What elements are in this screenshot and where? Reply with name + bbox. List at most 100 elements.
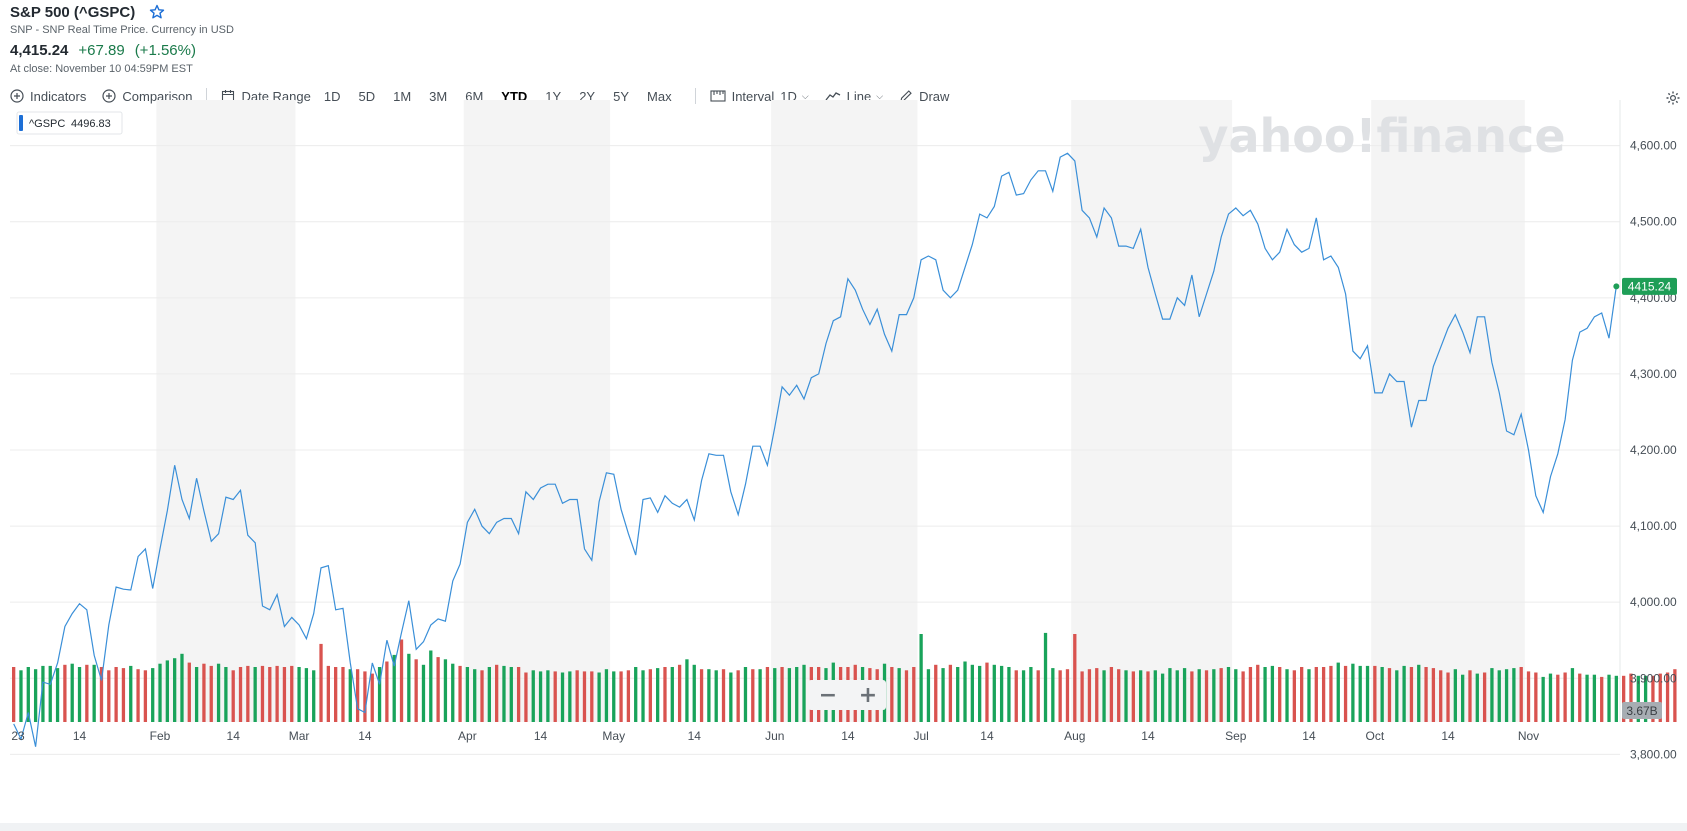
volume-bar	[1622, 675, 1626, 722]
volume-bar	[355, 669, 360, 722]
range-tab-5d[interactable]: 5D	[358, 88, 376, 104]
volume-bar	[107, 670, 111, 722]
chart-type-button[interactable]: Line ⌵	[825, 85, 883, 107]
volume-bar	[751, 669, 755, 722]
gear-icon[interactable]	[1665, 90, 1681, 106]
quote-header: S&P 500 (^GSPC) SNP - SNP Real Time Pric…	[10, 0, 710, 76]
volume-bar	[604, 669, 609, 722]
volume-bar	[209, 665, 213, 722]
volume-bar	[707, 669, 711, 722]
zoom-out-button[interactable]: −	[819, 683, 837, 708]
volume-bar	[451, 663, 455, 722]
volume-bar	[231, 670, 235, 722]
volume-bar	[1556, 674, 1560, 722]
volume-bar	[1365, 665, 1370, 722]
comparison-label: Comparison	[122, 88, 193, 104]
volume-bar	[341, 667, 345, 722]
volume-bar	[1307, 669, 1311, 722]
volume-bar	[743, 667, 748, 722]
range-tab-5y[interactable]: 5Y	[613, 88, 630, 104]
volume-bar	[99, 667, 104, 722]
plus-circle-icon	[10, 89, 24, 103]
volume-bar	[1036, 670, 1040, 722]
draw-label: Draw	[919, 88, 950, 104]
price-chart[interactable]: yahoo!finance 23 14 Feb 14 Mar 14 Apr 14 May 14 Ju…	[0, 100, 1687, 800]
volume-bar	[1087, 669, 1092, 722]
volume-bar	[370, 673, 374, 722]
chevron-down-icon: ⌵	[801, 90, 809, 101]
volume-bar	[487, 667, 491, 722]
volume-bar	[1373, 665, 1377, 722]
volume-bar	[1424, 667, 1428, 722]
volume-bar	[136, 669, 140, 722]
volume-bar	[729, 672, 733, 722]
star-icon[interactable]	[149, 4, 165, 20]
range-tab-max[interactable]: Max	[647, 88, 672, 104]
range-tab-1d[interactable]: 1D	[323, 88, 341, 104]
legend-badge: ^GSPC 4496.83	[16, 111, 123, 135]
volume-bar	[1292, 670, 1296, 722]
volume-bar	[1636, 675, 1640, 722]
volume-bar	[978, 665, 982, 722]
range-tab-1y[interactable]: 1Y	[545, 88, 562, 104]
comparison-button[interactable]: Comparison	[102, 85, 192, 107]
volume-bar	[363, 671, 367, 722]
volume-bar	[1073, 634, 1077, 722]
range-tab-1m[interactable]: 1M	[393, 88, 412, 104]
volume-bar	[795, 667, 799, 722]
chevron-down-icon: ⌵	[876, 90, 884, 101]
indicators-button[interactable]: Indicators	[10, 85, 86, 107]
volume-bar	[1190, 671, 1194, 722]
price-change: +67.89	[78, 42, 125, 59]
month-band	[1371, 100, 1525, 722]
volume-bar	[1548, 673, 1553, 722]
volume-bar	[1065, 669, 1070, 722]
volume-bar	[897, 668, 901, 722]
volume-bar	[253, 667, 257, 722]
volume-bar	[238, 667, 243, 722]
volume-bar	[736, 670, 740, 722]
range-tab-2y[interactable]: 2Y	[579, 88, 596, 104]
volume-bar	[158, 663, 162, 722]
volume-bar	[33, 669, 38, 722]
date-range-button[interactable]: Date Range	[221, 85, 311, 107]
legend-symbol: ^GSPC	[29, 118, 65, 130]
volume-bar	[1102, 670, 1106, 722]
volume-bar	[1387, 668, 1392, 722]
y-tick-label: 4,200.00	[1630, 443, 1677, 457]
volume-bar	[1007, 667, 1011, 722]
range-tab-6m[interactable]: 6M	[465, 88, 484, 104]
volume-bar	[290, 665, 294, 722]
range-tab-3m[interactable]: 3M	[429, 88, 448, 104]
volume-bar	[1592, 674, 1597, 722]
volume-bar	[1139, 670, 1143, 722]
volume-bar	[1446, 672, 1450, 722]
volume-bar	[963, 661, 967, 722]
date-range-label: Date Range	[241, 88, 311, 104]
volume-bar	[1219, 668, 1223, 722]
volume-bar	[1051, 668, 1055, 722]
x-tick-label: Aug	[1064, 729, 1085, 743]
volume-bar	[677, 664, 682, 722]
current-price: 4,415.24	[10, 42, 69, 59]
month-band	[463, 100, 611, 722]
volume-bar	[312, 670, 316, 722]
y-tick-label: 4,600.00	[1630, 139, 1677, 153]
volume-bar	[414, 659, 418, 722]
volume-bar	[670, 667, 674, 722]
volume-bar	[1058, 670, 1062, 722]
volume-bar	[114, 667, 118, 722]
interval-button[interactable]: Interval 1D ⌵	[710, 85, 809, 107]
volume-bar	[465, 667, 470, 722]
x-tick-label: Jun	[765, 729, 784, 743]
volume-bar	[1351, 663, 1355, 722]
volume-bar	[421, 664, 426, 722]
volume-bar	[1475, 673, 1479, 722]
zoom-in-button[interactable]: +	[859, 683, 877, 708]
volume-bar	[626, 670, 631, 722]
volume-bar	[699, 669, 704, 722]
volume-bar	[1160, 673, 1165, 722]
volume-bar	[1651, 675, 1655, 722]
volume-label: 3.67B	[1626, 704, 1657, 718]
volume-bar	[377, 667, 382, 722]
